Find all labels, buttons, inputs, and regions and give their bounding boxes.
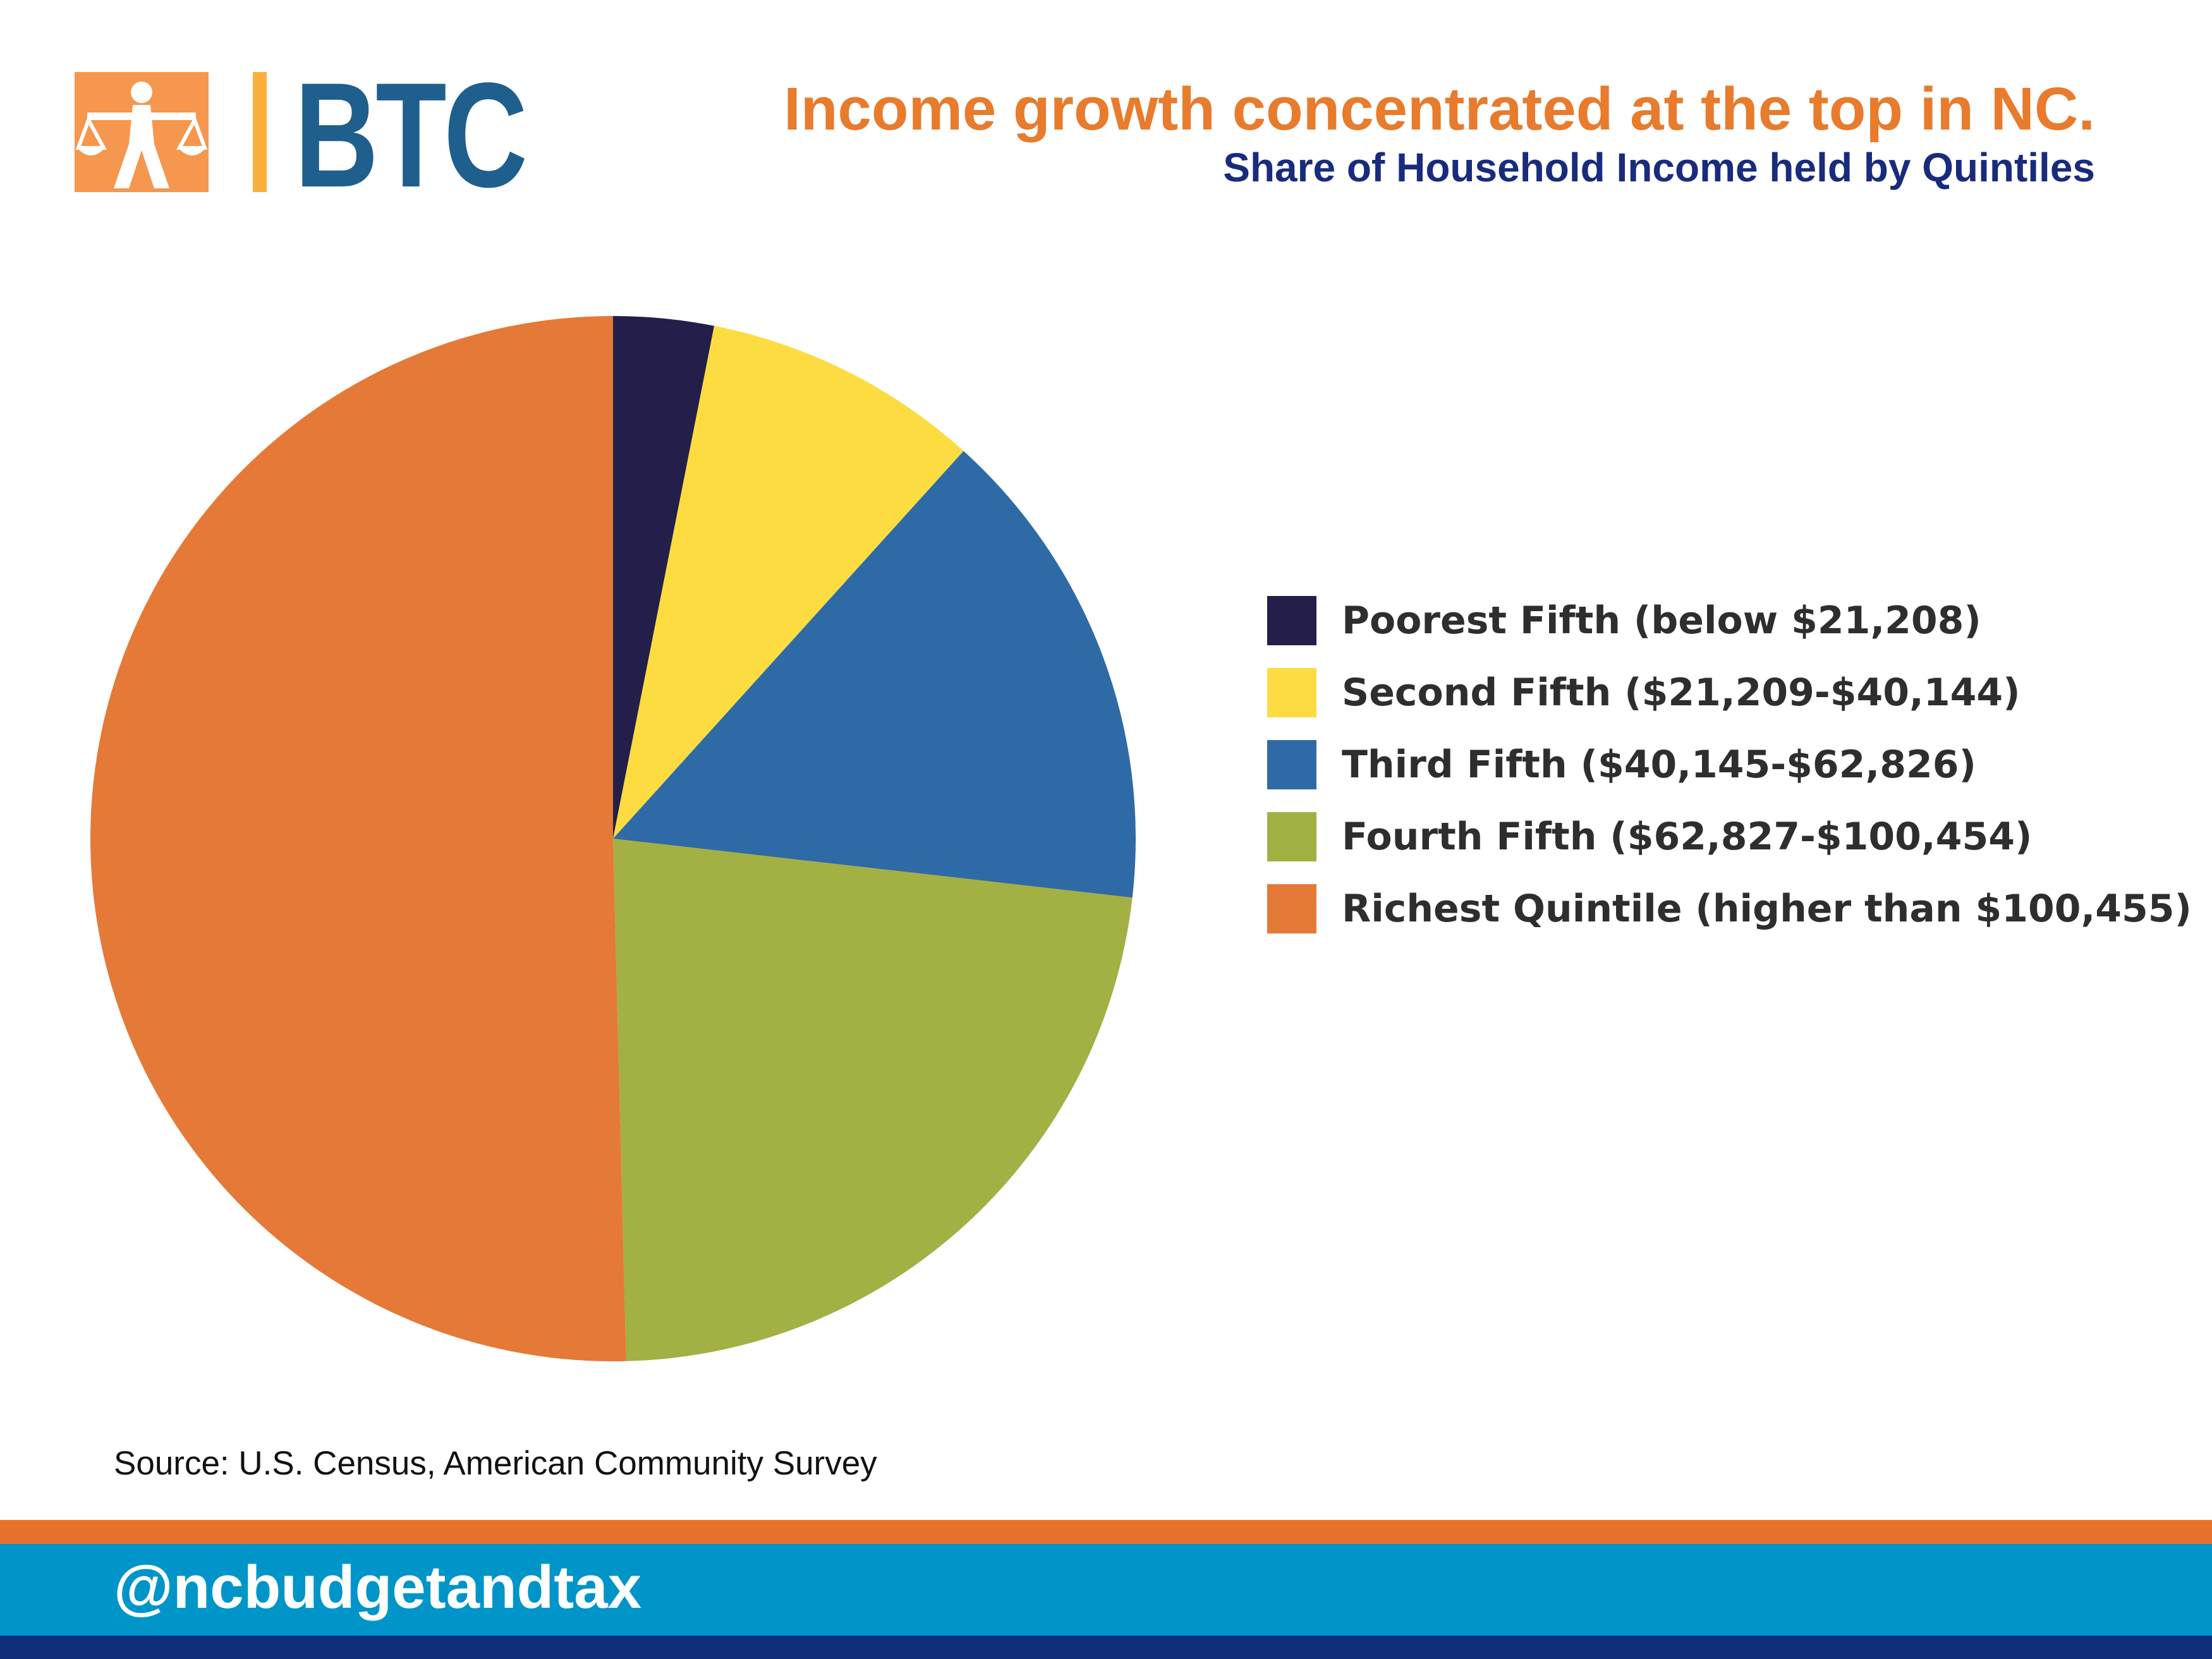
footer-band-orange: [0, 1520, 2212, 1544]
pie-slice-4: [613, 839, 1133, 1361]
pie-slices: [90, 316, 1136, 1362]
legend-item-5: Richest Quintile (higher than $100,455): [1267, 873, 2192, 945]
pie-slice-5: [90, 316, 626, 1362]
legend-item-4: Fourth Fifth ($62,827-$100,454): [1267, 801, 2192, 873]
pie-slice-2: [613, 325, 964, 839]
legend-item-2: Second Fifth ($21,209-$40,144): [1267, 657, 2192, 729]
legend-swatch: [1267, 812, 1316, 861]
legend-swatch: [1267, 740, 1316, 789]
legend-label: Second Fifth ($21,209-$40,144): [1342, 671, 2021, 715]
legend-label: Third Fifth ($40,145-$62,826): [1342, 743, 1976, 787]
twitter-handle[interactable]: @ncbudgetandtax: [114, 1553, 641, 1621]
pie-chart: [90, 316, 1136, 1362]
footer-band-navy: [0, 1636, 2212, 1659]
logo-figure-arms: [87, 112, 196, 120]
chart-legend: Poorest Fifth (below $21,208) Second Fift…: [1267, 585, 2192, 945]
logo-figure-head: [131, 82, 152, 103]
scales-of-justice-icon: [75, 72, 267, 192]
logo-text: BTC: [295, 52, 528, 219]
logo-divider-bar: [253, 72, 267, 192]
source-note: Source: U.S. Census, American Community …: [114, 1445, 877, 1482]
page-subtitle: Share of Household Income held by Quinti…: [1223, 145, 2095, 190]
pie-slice-3: [613, 451, 1136, 898]
legend-label: Poorest Fifth (below $21,208): [1342, 599, 1981, 643]
legend-label: Richest Quintile (higher than $100,455): [1342, 887, 2192, 931]
legend-swatch: [1267, 596, 1316, 645]
logo-scale-right-pan: [178, 148, 206, 155]
legend-item-1: Poorest Fifth (below $21,208): [1267, 585, 2192, 657]
page-title: Income growth concentrated at the top in…: [784, 75, 2095, 143]
pie-slice-1: [613, 316, 715, 839]
logo-scale-left-pan: [77, 148, 105, 155]
legend-swatch: [1267, 668, 1316, 717]
logo-figure-body: [114, 105, 169, 188]
footer-band-blue: [0, 1544, 2212, 1636]
legend-swatch: [1267, 884, 1316, 933]
legend-item-3: Third Fifth ($40,145-$62,826): [1267, 729, 2192, 801]
legend-label: Fourth Fifth ($62,827-$100,454): [1342, 815, 2033, 859]
